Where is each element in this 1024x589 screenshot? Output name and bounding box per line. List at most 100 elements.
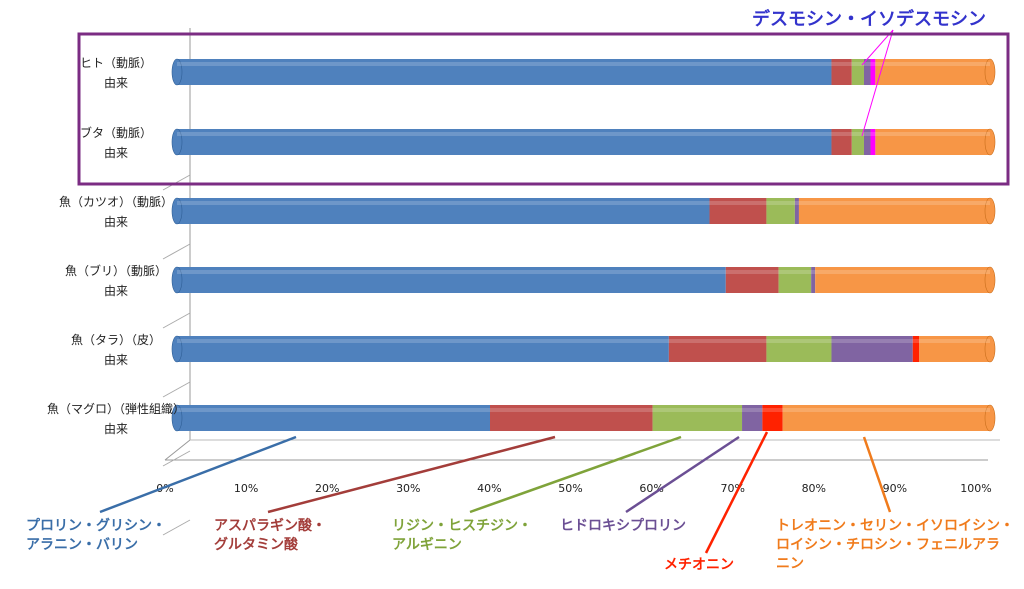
bar-segment [177, 405, 491, 431]
bar-row [171, 197, 996, 225]
bar-segment [668, 336, 767, 362]
bar-segment [709, 198, 767, 224]
series-annotation-line: アラニン・バリン [26, 537, 138, 553]
series-annotation-line: アルギニン [392, 537, 462, 553]
bar-cap-left [171, 128, 183, 156]
bar-cap-right [984, 197, 996, 225]
bar-row [171, 266, 996, 294]
bar-segment [177, 129, 832, 155]
category-label-line: 由来 [104, 76, 128, 90]
leader-line-top [861, 29, 894, 137]
category-label: 魚（カツオ）（動脈） 由来 [59, 195, 173, 229]
series-annotation-line: プロリン・グリシン・ [26, 518, 166, 534]
series-annotation-line: ヒドロキシプロリン [560, 518, 686, 534]
row-divider [162, 243, 191, 260]
bar-segment [652, 405, 743, 431]
category-label-line: 魚（ブリ）（動脈） [65, 263, 167, 278]
bar-segment [742, 405, 763, 431]
x-tick-label: 100% [960, 482, 991, 495]
bar-row [171, 128, 996, 156]
series-annotation-line: トレオニン・セリン・イソロイシン・ [776, 518, 1014, 534]
series-annotation-label: ヒドロキシプロリン [560, 517, 686, 536]
series-annotation-line: リジン・ヒスチジン・ [392, 518, 532, 534]
series-annotation-line: ロイシン・チロシン・フェニルアラ [776, 537, 1000, 553]
bar-segment [798, 198, 990, 224]
leader-line [704, 431, 769, 554]
bar-segment [831, 59, 852, 85]
category-label-line: 由来 [104, 353, 128, 367]
series-annotation-label: プロリン・グリシン・ アラニン・バリン [26, 517, 166, 555]
bar-shine [177, 408, 990, 412]
category-label-line: 由来 [104, 215, 128, 229]
series-annotation-line: ニン [776, 556, 804, 572]
series-annotation-label: メチオニン [664, 556, 734, 575]
category-label: ヒト（動脈） 由来 [80, 56, 152, 90]
leader-line [469, 435, 682, 514]
bar-segment [863, 59, 871, 85]
x-tick-label: 20% [315, 482, 339, 495]
category-labels: ヒト（動脈）由来ブタ（動脈）由来魚（カツオ）（動脈）由来魚（ブリ）（動脈）由来魚… [47, 56, 185, 436]
bar-segment [490, 405, 653, 431]
bar-cap-right [984, 404, 996, 432]
bar-cap-left [171, 404, 183, 432]
bar-segment [782, 405, 990, 431]
bar-segment [778, 267, 812, 293]
category-label-line: 魚（カツオ）（動脈） [59, 195, 173, 209]
bar-segment [177, 267, 726, 293]
bar-segment [811, 267, 816, 293]
bar-shine [177, 132, 990, 136]
series-annotation-label: リジン・ヒスチジン・ アルギニン [392, 517, 532, 555]
series-annotation-label: アスパラギン酸・ グルタミン酸 [214, 517, 326, 555]
bar-cap-right [984, 128, 996, 156]
bar-segment [725, 267, 779, 293]
leader-lines [99, 29, 894, 554]
x-tick-label: 40% [477, 482, 501, 495]
bar-cap-right [984, 335, 996, 363]
bar-segment [177, 336, 669, 362]
bar-segment [912, 336, 920, 362]
bar-cap-right [984, 58, 996, 86]
bar-segment [919, 336, 990, 362]
bar-segment [875, 129, 990, 155]
bar-row [171, 404, 996, 432]
x-tick-labels: 0% 10% 20% 30% 40% 50% 60% 70% 80% 90% 100% [156, 482, 991, 495]
category-label: 魚（タラ）（皮） 由来 [71, 333, 161, 367]
axis-corner-line [164, 439, 191, 461]
x-tick-label: 80% [802, 482, 826, 495]
bar-segment [177, 198, 710, 224]
bar-cap-left [171, 197, 183, 225]
category-label-line: ヒト（動脈） [80, 56, 152, 70]
bar-row [171, 58, 996, 86]
category-label: 魚（ブリ）（動脈） 由来 [65, 263, 167, 298]
category-label-line: 由来 [104, 146, 128, 160]
bar-segment [766, 198, 795, 224]
series-annotation-line: アスパラギン酸・ [214, 518, 326, 534]
bar-segment [863, 129, 871, 155]
leader-line-top [861, 29, 894, 66]
bar-segment [766, 336, 832, 362]
bar-row [171, 335, 996, 363]
bar-segment [831, 336, 913, 362]
bar-segment [815, 267, 990, 293]
category-label-line: 魚（タラ）（皮） [71, 333, 161, 347]
highlight-box [77, 32, 1010, 186]
bar-segment [794, 198, 799, 224]
category-label-line: 由来 [104, 422, 128, 436]
row-divider [162, 381, 191, 398]
leader-line [862, 436, 892, 513]
bar-shine [177, 62, 990, 66]
bar-segment [851, 59, 864, 85]
category-label: 魚（マグロ）（弾性組織） 由来 [47, 402, 185, 436]
bar-shine [177, 270, 990, 274]
x-tick-label: 50% [558, 482, 582, 495]
category-label: ブタ（動脈） 由来 [80, 125, 152, 160]
row-divider [162, 312, 191, 329]
category-label-line: 由来 [104, 284, 128, 298]
bar-shine [177, 201, 990, 205]
series-annotation-line: グルタミン酸 [214, 537, 298, 553]
bar-cap-right [984, 266, 996, 294]
bar-cap-left [171, 266, 183, 294]
bar-segment [831, 129, 852, 155]
series-annotation-label: トレオニン・セリン・イソロイシン・ ロイシン・チロシン・フェニルアラ ニン [776, 517, 1014, 574]
